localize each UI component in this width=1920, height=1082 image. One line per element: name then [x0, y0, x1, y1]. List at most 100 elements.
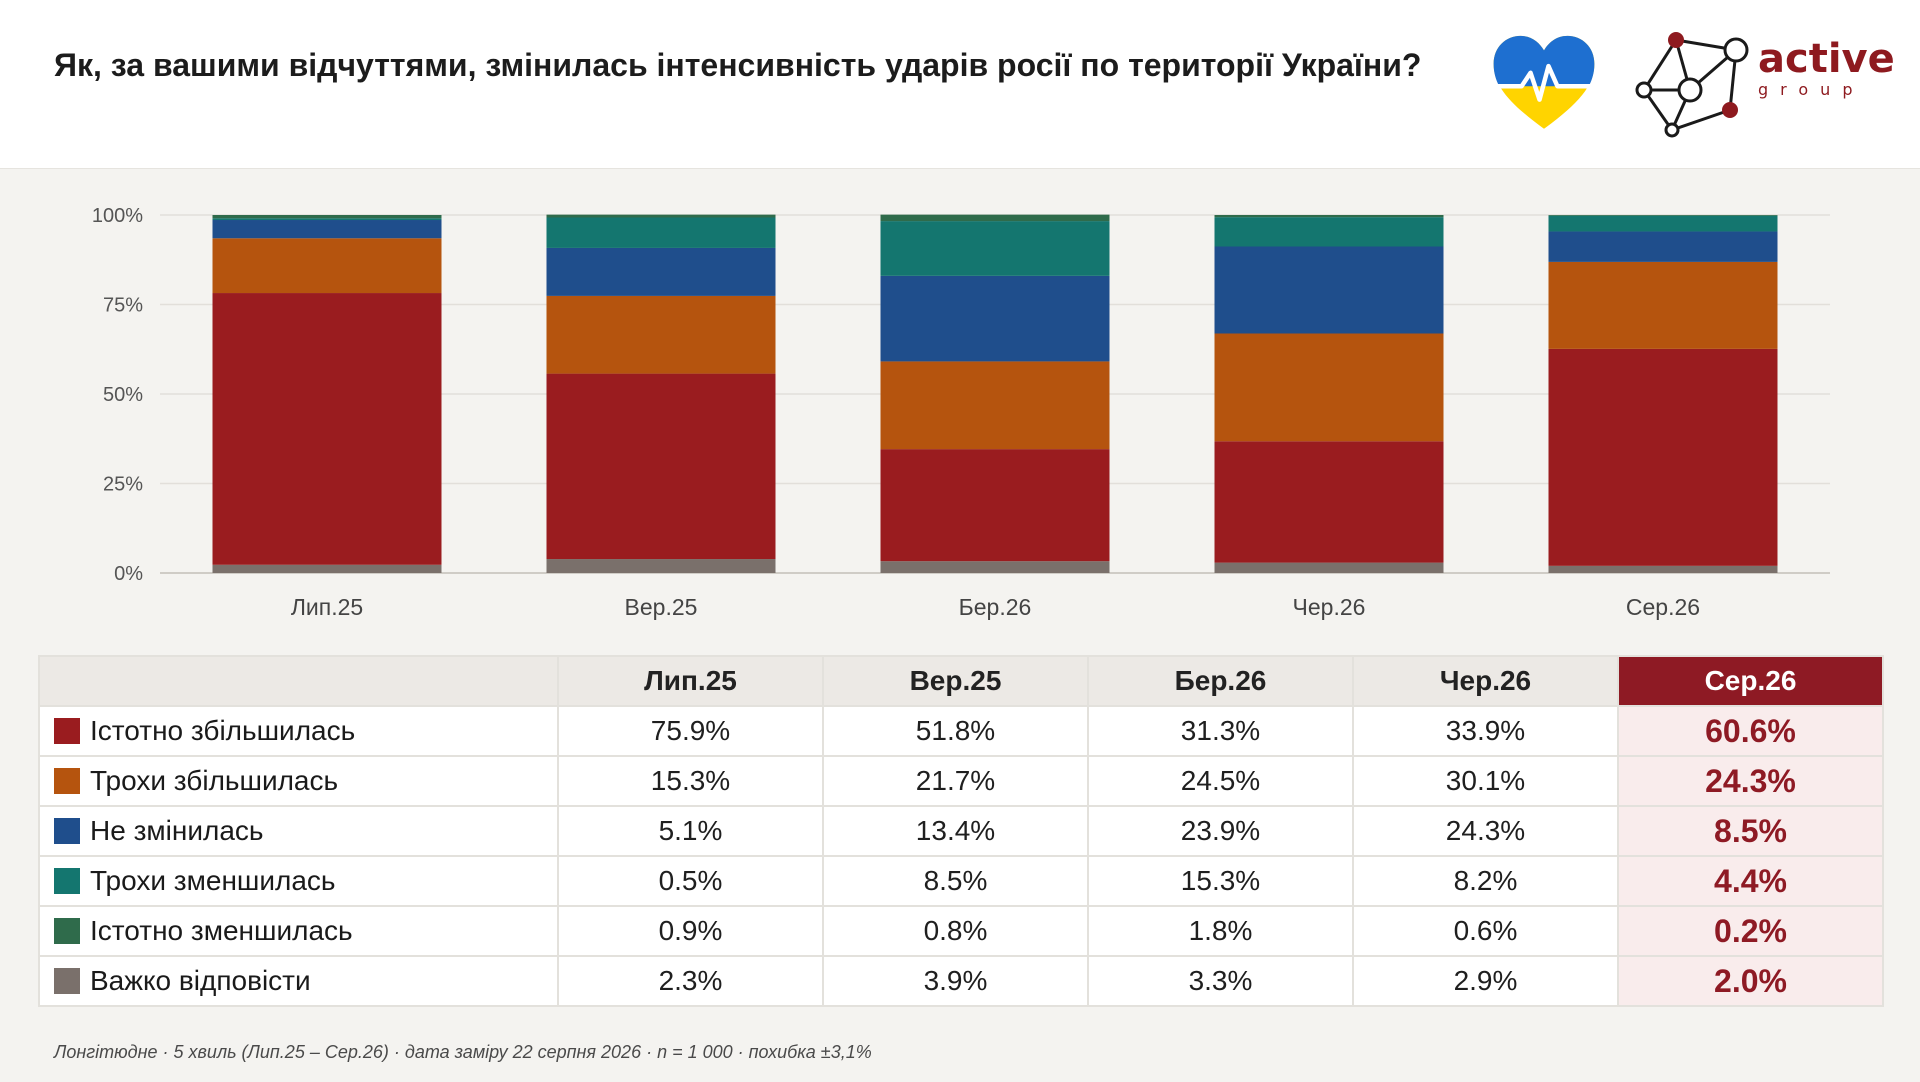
row-label: Трохи зменшилась	[38, 855, 559, 907]
bar-segment	[880, 275, 1110, 362]
bar-segment	[1214, 215, 1444, 218]
table-cell: 24.3%	[1617, 755, 1884, 807]
table-cell: 0.2%	[1617, 905, 1884, 957]
table-cell: 33.9%	[1352, 705, 1619, 757]
bar-segment	[212, 238, 442, 294]
bar-segment	[880, 214, 1110, 222]
table-row: Важко відповісти 2.3% 3.9% 3.3% 2.9% 2.0%	[38, 955, 1884, 1007]
network-icon	[1635, 32, 1749, 138]
table-cell: 2.3%	[557, 955, 824, 1007]
bar-segment	[212, 215, 442, 219]
bar-segment	[212, 220, 442, 239]
table-header-cell: Бер.26	[1087, 655, 1354, 707]
table-cell: 3.9%	[822, 955, 1089, 1007]
data-table: Лип.25 Вер.25 Бер.26 Чер.26 Сер.26 Істотно з…	[38, 655, 1884, 1007]
table-cell: 30.1%	[1352, 755, 1619, 807]
ukraine-heart-icon	[1493, 35, 1595, 129]
x-tick-label: Бер.26	[959, 594, 1032, 620]
table-row: Трохи збільшилась 15.3% 21.7% 24.5% 30.1% 24.…	[38, 755, 1884, 807]
bar-segment	[546, 247, 776, 296]
bar-segment	[546, 373, 776, 560]
row-label: Істотно збільшилась	[38, 705, 559, 757]
legend-swatch	[54, 818, 80, 844]
y-tick-label: 75%	[103, 295, 143, 317]
bar-segment	[1548, 261, 1778, 349]
bar-segment	[1548, 565, 1778, 573]
row-label-text: Трохи зменшилась	[90, 865, 336, 896]
logo-subword: group	[1758, 80, 1865, 99]
bar-segment	[1214, 217, 1444, 247]
table-row: Істотно збільшилась 75.9% 51.8% 31.3% 33.9% 6…	[38, 705, 1884, 757]
bar-segment	[1548, 215, 1778, 232]
table-cell: 23.9%	[1087, 805, 1354, 857]
bar-segment	[1548, 231, 1778, 262]
row-label-text: Важко відповісти	[90, 965, 311, 996]
table-cell: 60.6%	[1617, 705, 1884, 757]
bar-segment	[212, 564, 442, 573]
bar-segment	[546, 217, 776, 248]
legend-swatch	[54, 968, 80, 994]
x-tick-label: Сер.26	[1626, 594, 1700, 620]
legend-swatch	[54, 718, 80, 744]
table-cell: 31.3%	[1087, 705, 1354, 757]
table-cell: 2.0%	[1617, 955, 1884, 1007]
table-cell: 0.8%	[822, 905, 1089, 957]
table-row: Трохи зменшилась 0.5% 8.5% 15.3% 8.2% 4.4%	[38, 855, 1884, 907]
x-axis-ticks: Лип.25 Вер.25 Бер.26 Чер.26 Сер.26	[291, 594, 1700, 620]
table-cell: 8.5%	[1617, 805, 1884, 857]
row-label-text: Істотно збільшилась	[90, 715, 356, 746]
stacked-bar-chart: 0% 25% 50% 75% 100% Лип.25 Вер.25 Бер.26 Чер.26…	[92, 205, 1830, 620]
bars	[212, 214, 1778, 573]
table-header-row: Лип.25 Вер.25 Бер.26 Чер.26 Сер.26	[38, 655, 1884, 707]
table-header-cell: Сер.26	[1617, 655, 1884, 707]
header: Як, за вашими відчуттями, змінилась інте…	[0, 0, 1920, 168]
table-cell: 0.9%	[557, 905, 824, 957]
bar-segment	[880, 449, 1110, 562]
table-cell: 24.5%	[1087, 755, 1354, 807]
table-cell: 13.4%	[822, 805, 1089, 857]
table-cell: 0.5%	[557, 855, 824, 907]
row-label: Не змінилась	[38, 805, 559, 857]
x-tick-label: Лип.25	[291, 594, 363, 620]
table-header-cell: Лип.25	[557, 655, 824, 707]
table-cell: 0.6%	[1352, 905, 1619, 957]
table-cell: 51.8%	[822, 705, 1089, 757]
table-cell: 75.9%	[557, 705, 824, 757]
footnote: Лонгітюдне · 5 хвиль (Лип.25 – Сер.26) ·…	[54, 1042, 872, 1062]
bar-segment	[212, 218, 442, 221]
table-cell: 8.5%	[822, 855, 1089, 907]
table-header-empty	[38, 655, 559, 707]
chart-title: Як, за вашими відчуттями, змінилась інте…	[54, 47, 1422, 83]
table-cell: 3.3%	[1087, 955, 1354, 1007]
table-header-cell: Вер.25	[822, 655, 1089, 707]
table-body: Істотно збільшилась 75.9% 51.8% 31.3% 33.9% 6…	[38, 705, 1884, 1007]
bar-segment	[1548, 215, 1778, 216]
row-label-text: Істотно зменшилась	[90, 915, 353, 946]
active-group-logo: active group	[1630, 22, 1900, 146]
y-tick-label: 25%	[103, 474, 143, 496]
bar-segment	[546, 214, 776, 218]
table-cell: 5.1%	[557, 805, 824, 857]
bar-segment	[1214, 333, 1444, 442]
bar-segment	[880, 561, 1110, 573]
table-cell: 15.3%	[557, 755, 824, 807]
row-label: Трохи збільшилась	[38, 755, 559, 807]
legend-swatch	[54, 868, 80, 894]
bar-segment	[1214, 441, 1444, 563]
table-cell: 15.3%	[1087, 855, 1354, 907]
table-cell: 24.3%	[1352, 805, 1619, 857]
bar-segment	[1214, 246, 1444, 334]
y-tick-label: 100%	[92, 205, 143, 227]
logo-word: active	[1758, 36, 1895, 82]
bar-segment	[1214, 562, 1444, 573]
bar-segment	[546, 295, 776, 374]
y-axis-ticks: 0% 25% 50% 75% 100%	[92, 205, 143, 585]
legend-swatch	[54, 768, 80, 794]
bar-segment	[880, 361, 1110, 450]
bar-segment	[546, 559, 776, 573]
bar-segment	[880, 221, 1110, 276]
row-label-text: Не змінилась	[90, 815, 264, 846]
table-cell: 1.8%	[1087, 905, 1354, 957]
row-label-text: Трохи збільшилась	[90, 765, 339, 796]
table-row: Не змінилась 5.1% 13.4% 23.9% 24.3% 8.5%	[38, 805, 1884, 857]
